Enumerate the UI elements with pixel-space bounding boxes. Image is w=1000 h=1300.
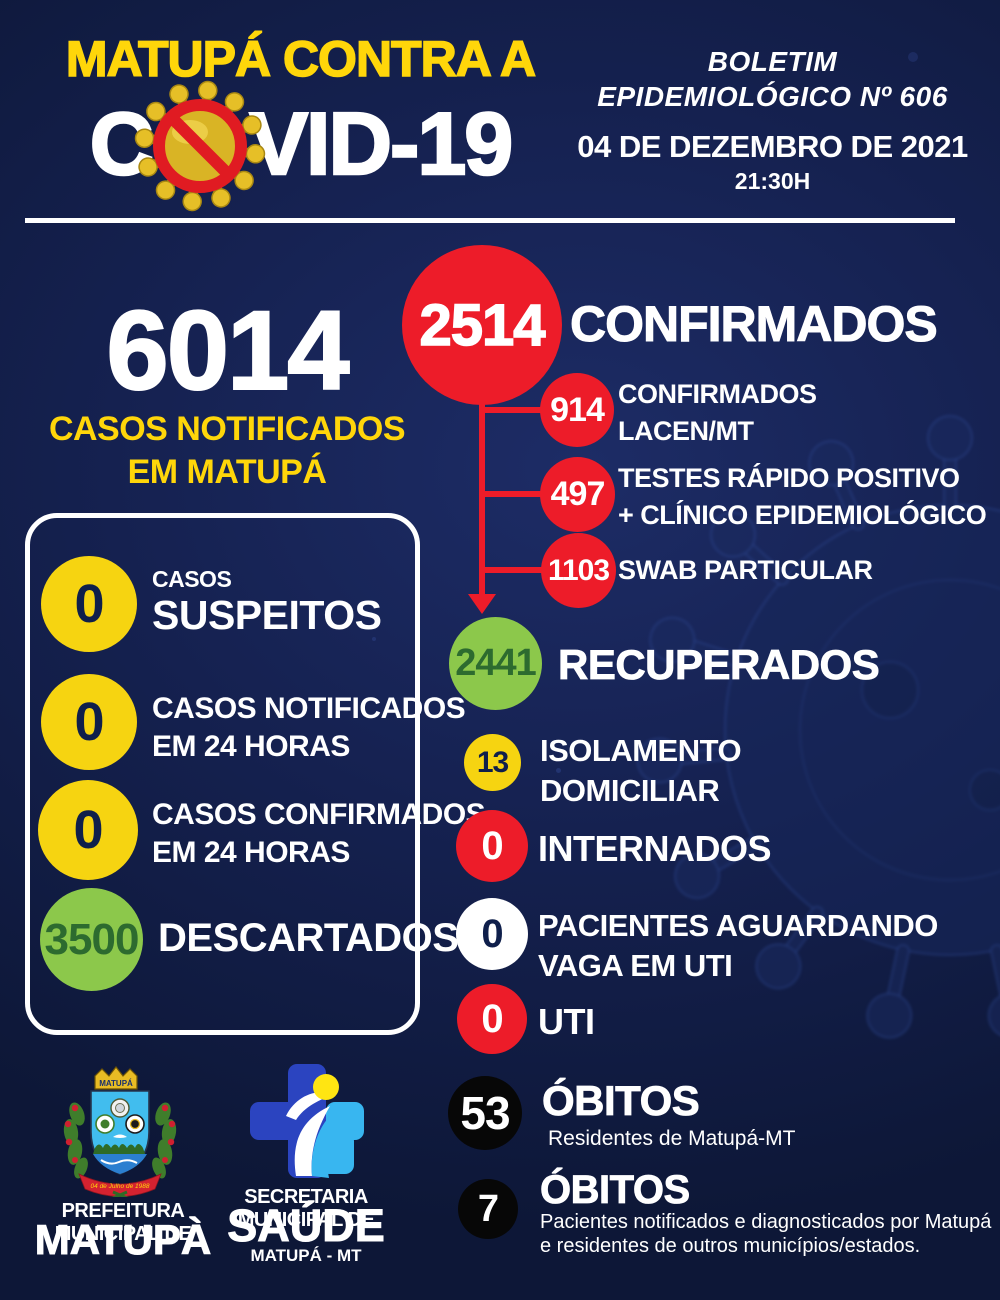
health-secretary-logo bbox=[250, 1064, 364, 1178]
label-line: VAGA EM UTI bbox=[538, 948, 733, 983]
isolation-circle: 13 bbox=[464, 734, 521, 791]
label-line: CASOS NOTIFICADOS bbox=[152, 692, 466, 725]
saude-label-line3: MATUPÁ - MT bbox=[250, 1246, 362, 1265]
label-line: EM 24 HORAS bbox=[152, 730, 350, 763]
matupa-coat-of-arms: MATUPÁ 04 de Julho de 1988 bbox=[63, 1066, 177, 1197]
notified-total: 6014 CASOS NOTIFICADOS EM MATUPÁ bbox=[28, 288, 426, 494]
label-line: CASOS CONFIRMADOS bbox=[152, 798, 486, 831]
background-dot bbox=[556, 768, 561, 773]
bulletin-line2: EPIDEMIOLÓGICO Nº 606 bbox=[597, 81, 948, 112]
label-line: DOMICILIAR bbox=[540, 773, 720, 808]
discarded-circle: 3500 bbox=[40, 888, 143, 991]
waiting-icu-circle: 0 bbox=[456, 898, 528, 970]
label-line: CASOS bbox=[152, 566, 232, 592]
bulletin-header: BOLETIM EPIDEMIOLÓGICO Nº 606 04 DE DEZE… bbox=[555, 44, 990, 195]
discarded-label: DESCARTADOS bbox=[158, 914, 459, 962]
saude-label-line1: SECRETARIA MUNICIPAL DE bbox=[237, 1186, 375, 1231]
recovered-circle: 2441 bbox=[449, 617, 542, 710]
deaths-other-note: Pacientes notificados e diagnosticados p… bbox=[540, 1210, 991, 1258]
prefeitura-label-line2: MATUPÀ bbox=[34, 1216, 212, 1264]
header-divider bbox=[25, 218, 955, 223]
label-line: EM 24 HORAS bbox=[152, 836, 350, 869]
connector-branch bbox=[482, 407, 542, 413]
bulletin-date: 04 DE DEZEMBRO DE 2021 bbox=[577, 129, 968, 164]
label-line: ISOLAMENTO bbox=[540, 733, 742, 768]
no-virus-icon bbox=[133, 79, 267, 213]
hospitalized-circle: 0 bbox=[456, 810, 528, 882]
note-line: e residentes de outros municípios/estado… bbox=[540, 1235, 921, 1257]
daily-stats-box bbox=[25, 513, 420, 1035]
label-line: SWAB PARTICULAR bbox=[618, 555, 873, 585]
hospitalized-label: INTERNADOS bbox=[538, 828, 772, 869]
label-line: LACEN/MT bbox=[618, 416, 754, 446]
icu-label: UTI bbox=[538, 1001, 595, 1042]
background-dot bbox=[756, 92, 763, 99]
label-line: + CLÍNICO EPIDEMIOLÓGICO bbox=[618, 500, 987, 530]
background-dot bbox=[372, 637, 376, 641]
bulletin-line1: BOLETIM bbox=[707, 46, 838, 77]
label-line: PACIENTES AGUARDANDO bbox=[538, 908, 938, 943]
lacen-circle: 914 bbox=[540, 373, 614, 447]
deaths-residents-note: Residentes de Matupá-MT bbox=[548, 1127, 796, 1150]
connector-vertical-line bbox=[479, 403, 485, 595]
label-line: CONFIRMADOS bbox=[618, 379, 817, 409]
bulletin-time: 21:30H bbox=[734, 168, 811, 194]
saude-label-line2: SAÚDE bbox=[227, 1200, 386, 1252]
connector-arrow-down-icon bbox=[468, 594, 496, 614]
poster-title: MATUPÁ CONTRA A C bbox=[38, 30, 563, 213]
confirmed-label: CONFIRMADOS bbox=[570, 296, 939, 353]
svg-text:MATUPÁ: MATUPÁ bbox=[99, 1079, 133, 1088]
notified-label-line2: EM MATUPÁ bbox=[127, 453, 327, 492]
deaths-residents-circle: 53 bbox=[448, 1076, 522, 1150]
notified-24h-circle: 0 bbox=[41, 674, 137, 770]
deaths-other-circle: 7 bbox=[458, 1179, 518, 1239]
confirmed-total-circle: 2514 bbox=[402, 245, 562, 405]
title-covid-rest: VID-19 bbox=[248, 94, 514, 193]
suspect-cases-circle: 0 bbox=[41, 556, 137, 652]
rapid-test-label: TESTES RÁPIDO POSITIVO + CLÍNICO EPIDEMI… bbox=[618, 460, 987, 534]
rapid-test-circle: 497 bbox=[540, 457, 615, 532]
background-dot bbox=[908, 52, 918, 62]
connector-branch bbox=[482, 491, 542, 497]
isolation-label: ISOLAMENTO DOMICILIAR bbox=[540, 731, 742, 811]
title-line1: MATUPÁ CONTRA A bbox=[65, 30, 537, 88]
note-line: Pacientes notificados e diagnosticados p… bbox=[540, 1211, 992, 1233]
label-line: TESTES RÁPIDO POSITIVO bbox=[618, 463, 960, 493]
swab-circle: 1103 bbox=[541, 533, 616, 608]
label-line: DESCARTADOS bbox=[158, 916, 459, 960]
label-line: SUSPEITOS bbox=[152, 591, 382, 638]
virus-watermark bbox=[633, 414, 1000, 1044]
recovered-label: RECUPERADOS bbox=[558, 641, 881, 689]
icu-circle: 0 bbox=[457, 984, 527, 1054]
lacen-label: CONFIRMADOS LACEN/MT bbox=[618, 376, 817, 450]
confirmed-24h-label: CASOS CONFIRMADOS EM 24 HORAS bbox=[152, 796, 486, 872]
notified-24h-label: CASOS NOTIFICADOS EM 24 HORAS bbox=[152, 690, 466, 766]
deaths-residents-label: ÓBITOS bbox=[542, 1077, 701, 1125]
confirmed-24h-circle: 0 bbox=[38, 780, 138, 880]
connector-branch bbox=[482, 567, 542, 573]
prefeitura-label-line1: PREFEITURA MUNICIPAL DE bbox=[54, 1200, 192, 1245]
notified-label-line1: CASOS NOTIFICADOS bbox=[48, 410, 406, 449]
swab-label: SWAB PARTICULAR bbox=[618, 554, 873, 586]
waiting-icu-label: PACIENTES AGUARDANDO VAGA EM UTI bbox=[538, 906, 938, 986]
svg-text:04 de Julho de 1988: 04 de Julho de 1988 bbox=[91, 1183, 150, 1190]
notified-value: 6014 bbox=[105, 288, 350, 413]
title-line2: C bbox=[38, 79, 563, 213]
suspect-cases-label: CASOS SUSPEITOS bbox=[152, 566, 382, 638]
deaths-other-label: ÓBITOS bbox=[540, 1168, 691, 1213]
